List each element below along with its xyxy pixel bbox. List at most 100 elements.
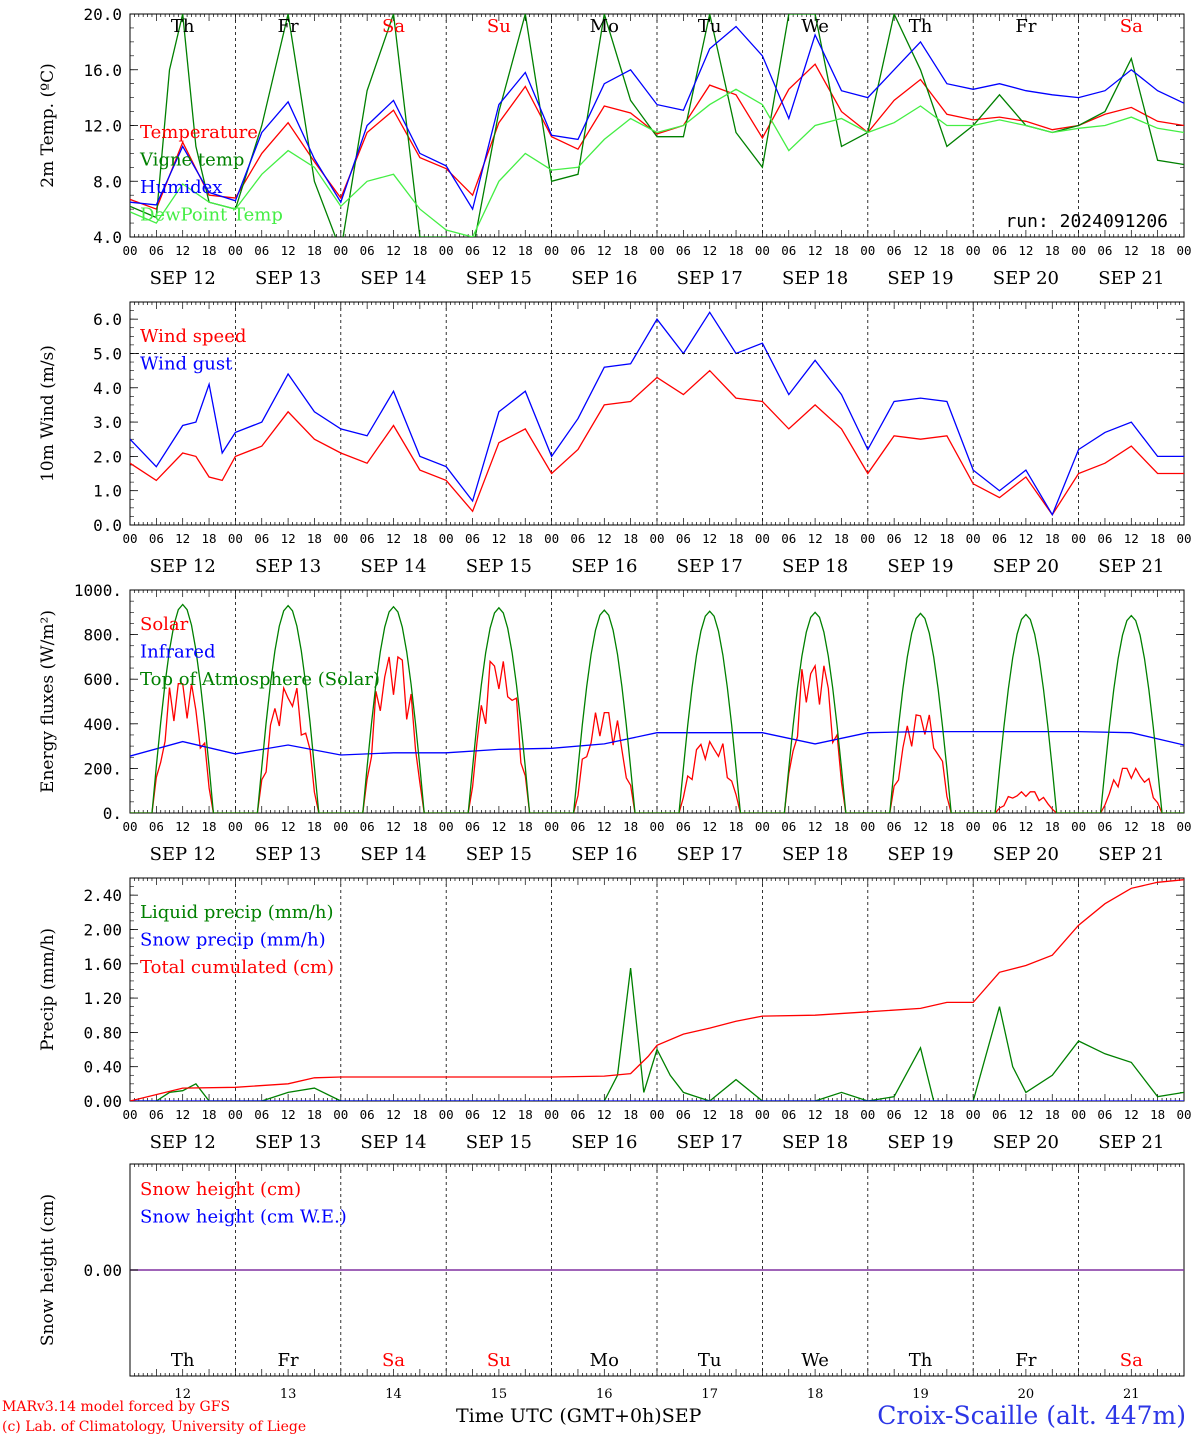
hour-label: 00 (544, 243, 559, 258)
weekday-label: Sa (1120, 1350, 1143, 1371)
y-tick-label: 4.0 (93, 379, 122, 398)
day-label: SEP 19 (887, 1132, 953, 1153)
hour-label: 18 (729, 531, 744, 546)
hour-label: 18 (939, 531, 954, 546)
day-label: SEP 18 (782, 1132, 848, 1153)
hour-label: 12 (281, 243, 296, 258)
day-label: SEP 20 (993, 844, 1059, 865)
hour-label: 00 (860, 1107, 875, 1122)
hour-label: 00 (860, 819, 875, 834)
hour-label: 12 (491, 531, 506, 546)
hour-label: 18 (1150, 1107, 1165, 1122)
day-label: SEP 17 (677, 268, 743, 289)
legend-entry: Wind speed (140, 326, 246, 347)
hour-label: 18 (623, 243, 638, 258)
day-label: SEP 18 (782, 556, 848, 577)
hour-label: 18 (1045, 1107, 1060, 1122)
hour-label: 12 (597, 819, 612, 834)
hour-label: 00 (966, 819, 981, 834)
hour-label: 06 (887, 243, 902, 258)
day-label: SEP 12 (150, 1132, 216, 1153)
hour-label: 12 (491, 243, 506, 258)
hour-label: 12 (702, 243, 717, 258)
y-tick-label: 16.0 (83, 61, 122, 80)
hour-label: 12 (386, 531, 401, 546)
hour-label: 00 (544, 819, 559, 834)
hour-label: 00 (228, 531, 243, 546)
hour-label: 06 (781, 243, 796, 258)
hour-label: 00 (439, 243, 454, 258)
legend-entry: Liquid precip (mm/h) (140, 902, 334, 923)
day-label: SEP 21 (1098, 556, 1164, 577)
hour-label: 18 (412, 531, 427, 546)
hour-label: 12 (808, 1107, 823, 1122)
hour-label: 00 (1176, 243, 1191, 258)
hour-label: 18 (939, 243, 954, 258)
day-label: SEP 12 (150, 844, 216, 865)
hour-label: 18 (1045, 531, 1060, 546)
day-label: SEP 21 (1098, 844, 1164, 865)
hour-label: 06 (465, 243, 480, 258)
day-label: SEP 16 (571, 844, 637, 865)
hour-label: 06 (570, 819, 585, 834)
hour-label: 18 (202, 819, 217, 834)
series-blue-line (130, 311, 1184, 517)
hour-label: 00 (333, 819, 348, 834)
y-tick-label: 1.20 (83, 989, 122, 1008)
hour-label: 12 (808, 819, 823, 834)
x-axis-title-text: Time UTC (GMT+0h) (456, 1405, 662, 1427)
hour-label: 18 (729, 819, 744, 834)
hour-label: 00 (755, 531, 770, 546)
legend-entry: Total cumulated (cm) (140, 957, 334, 978)
hour-label: 18 (307, 1107, 322, 1122)
hour-label: 12 (1018, 243, 1033, 258)
hour-label: 18 (623, 1107, 638, 1122)
y-axis-label: 10m Wind (m/s) (38, 345, 58, 482)
series-lightgreen-line (130, 88, 1184, 237)
hour-label: 18 (412, 819, 427, 834)
weekday-label: Th (909, 16, 933, 37)
weekday-label: We (801, 16, 829, 37)
hour-label: 06 (676, 243, 691, 258)
series-green-line (130, 968, 1184, 1101)
y-tick-label: 20.0 (83, 5, 122, 24)
hour-label: 00 (755, 819, 770, 834)
hour-label: 18 (939, 819, 954, 834)
hour-label: 12 (1018, 819, 1033, 834)
hour-label: 18 (307, 819, 322, 834)
day-label: SEP 13 (255, 844, 321, 865)
hour-label: 12 (175, 1107, 190, 1122)
legend-entry: Infrared (140, 642, 215, 663)
credit-line-1: MARv3.14 model forced by GFS (2, 1399, 231, 1415)
hour-label: 18 (834, 819, 849, 834)
hour-label: 12 (808, 243, 823, 258)
y-tick-label: 6.0 (93, 310, 122, 329)
hour-label: 00 (333, 1107, 348, 1122)
y-tick-label: 1.60 (83, 955, 122, 974)
hour-label: 12 (702, 531, 717, 546)
hour-label: 00 (122, 243, 137, 258)
hour-label: 18 (202, 531, 217, 546)
day-label: SEP 12 (150, 268, 216, 289)
day-label: SEP 14 (360, 1132, 426, 1153)
hour-label: 12 (597, 531, 612, 546)
day-label: SEP 14 (360, 844, 426, 865)
legend-entry: Snow height (cm W.E.) (140, 1207, 347, 1228)
day-number-label: 12 (174, 1387, 191, 1402)
hour-label: 12 (175, 531, 190, 546)
y-tick-label: 4.0 (93, 228, 122, 247)
series-red-line (130, 879, 1184, 1101)
hour-label: 12 (281, 531, 296, 546)
hour-label: 06 (465, 531, 480, 546)
legend-entry: DewPoint Temp (140, 205, 283, 226)
hour-label: 12 (1124, 243, 1139, 258)
hour-label: 06 (570, 531, 585, 546)
day-label: SEP 13 (255, 556, 321, 577)
hour-label: 00 (966, 531, 981, 546)
weekday-label: Tu (698, 1350, 722, 1371)
legend-entry: Solar (140, 614, 189, 635)
hour-label: 00 (439, 819, 454, 834)
day-label: SEP 17 (677, 844, 743, 865)
hour-label: 06 (360, 819, 375, 834)
